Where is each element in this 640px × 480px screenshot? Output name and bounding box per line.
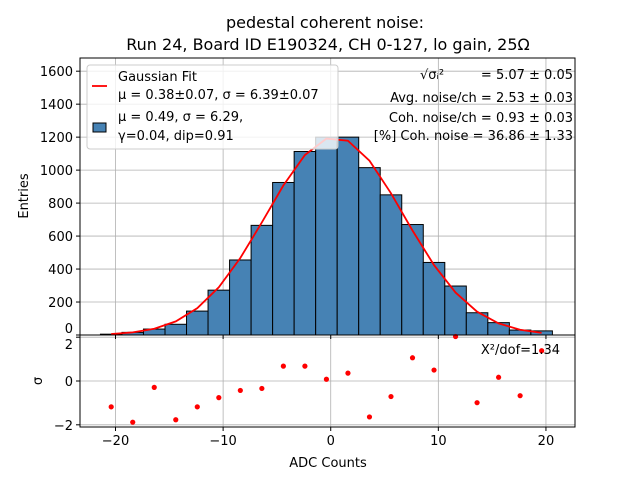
legend: Gaussian Fit μ = 0.38±0.07, σ = 6.39±0.0… bbox=[86, 64, 339, 150]
x-tick-label: −20 bbox=[102, 434, 129, 449]
histogram-bar bbox=[229, 259, 252, 336]
y-tick-label: 600 bbox=[48, 230, 73, 245]
x-tick-label: 10 bbox=[430, 434, 447, 449]
residual-point bbox=[474, 400, 480, 406]
residual-point bbox=[366, 414, 373, 420]
residual-point bbox=[130, 419, 136, 425]
residual-y-axis-label: σ bbox=[31, 377, 46, 385]
residual-point bbox=[302, 363, 308, 369]
histogram-bar bbox=[487, 322, 510, 336]
legend-fit-params: μ = 0.38±0.07, σ = 6.39±0.07 bbox=[118, 88, 319, 103]
residual-point bbox=[409, 355, 416, 361]
annotation-sigma-i-symbol: √σᵢ² bbox=[420, 68, 444, 83]
residual-y-tick-label: −2 bbox=[54, 419, 73, 434]
residual-point bbox=[151, 384, 157, 390]
histogram-bar bbox=[164, 323, 188, 336]
annotation-coh-noise: Coh. noise/ch = 0.93 ± 0.03 bbox=[389, 111, 573, 126]
residual-point bbox=[323, 376, 330, 382]
histogram-bar bbox=[379, 194, 403, 336]
residual-point bbox=[388, 393, 394, 400]
annotation-chi2: X²/dof=1.34 bbox=[481, 343, 560, 358]
y-tick-label: 1200 bbox=[40, 131, 73, 146]
residual-point bbox=[495, 374, 502, 380]
annotation-sigma-i: = 5.07 ± 0.05 bbox=[481, 68, 573, 83]
residual-point bbox=[517, 393, 523, 399]
legend-hist-line2: γ=0.04, dip=0.91 bbox=[118, 129, 234, 144]
y-tick-label: 800 bbox=[48, 197, 73, 212]
histogram-bar bbox=[250, 224, 274, 336]
x-tick-label: 0 bbox=[327, 434, 335, 449]
y-tick-label: 0 bbox=[65, 322, 73, 337]
histogram-bar bbox=[293, 150, 317, 336]
legend-hist-line1: μ = 0.49, σ = 6.29, bbox=[118, 110, 243, 125]
histogram-bar bbox=[207, 289, 231, 336]
residual-point bbox=[431, 367, 437, 373]
legend-box bbox=[86, 64, 339, 150]
residual-point bbox=[259, 385, 265, 392]
residual-point bbox=[194, 404, 200, 410]
x-tick-label: 20 bbox=[538, 434, 555, 449]
chart-title-line2: Run 24, Board ID E190324, CH 0-127, lo g… bbox=[126, 35, 529, 54]
residual-y-tick-label: 2 bbox=[65, 338, 73, 353]
x-tick-label: −10 bbox=[209, 434, 236, 449]
histogram-bar bbox=[272, 181, 295, 336]
residual-point bbox=[280, 363, 286, 369]
histogram-bar bbox=[358, 167, 381, 336]
axis-ticks: −20 −10 0 10 2002004006008001000120014001600… bbox=[40, 65, 554, 449]
y-axis-label: Entries bbox=[17, 173, 32, 219]
residual-point bbox=[216, 395, 222, 401]
residual-point bbox=[539, 348, 545, 354]
residual-y-tick-label: 0 bbox=[65, 375, 73, 390]
residual-points bbox=[108, 333, 545, 425]
annotation-coh-percent: [%] Coh. noise = 36.86 ± 1.33 bbox=[374, 129, 573, 144]
y-tick-label: 200 bbox=[48, 296, 73, 311]
y-tick-label: 1600 bbox=[40, 65, 73, 80]
residual-point bbox=[237, 387, 243, 394]
y-tick-label: 1000 bbox=[40, 164, 73, 179]
y-tick-label: 400 bbox=[48, 263, 73, 278]
x-axis-label: ADC Counts bbox=[289, 456, 367, 471]
chart-title-line1: pedestal coherent noise: bbox=[226, 13, 424, 32]
annotation-avg-noise: Avg. noise/ch = 2.53 ± 0.03 bbox=[390, 91, 573, 106]
histogram-bar bbox=[315, 136, 338, 336]
histogram-bars bbox=[99, 136, 553, 336]
residual-point bbox=[173, 417, 179, 423]
legend-fit-label: Gaussian Fit bbox=[118, 70, 197, 85]
histogram-bar bbox=[186, 310, 209, 336]
histogram-bar bbox=[336, 136, 360, 336]
y-tick-label: 1400 bbox=[40, 98, 73, 113]
residual-point bbox=[108, 404, 114, 410]
residual-point bbox=[345, 370, 351, 376]
legend-hist-swatch bbox=[92, 122, 107, 133]
